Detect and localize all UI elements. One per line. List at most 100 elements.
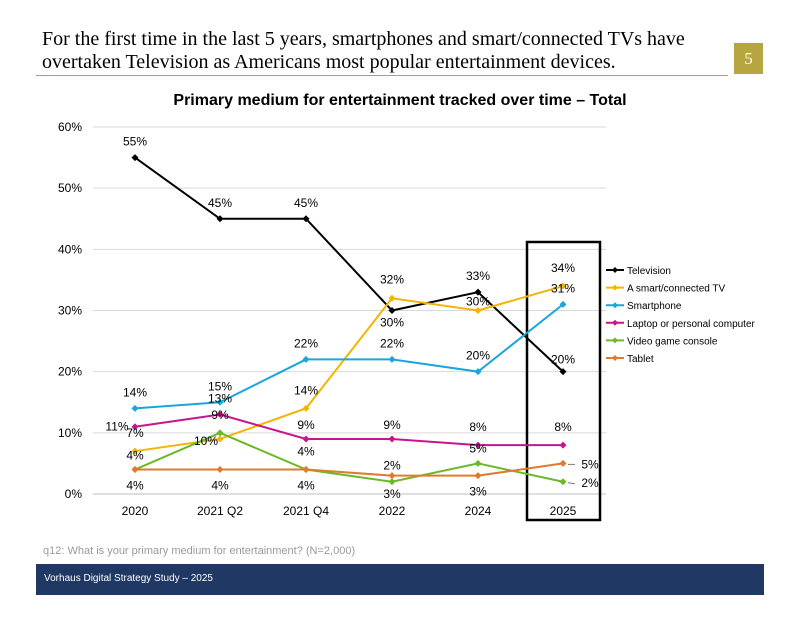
data-label: 4%	[297, 445, 315, 459]
legend-label: Television	[627, 266, 671, 277]
series-line	[135, 462, 564, 477]
y-tick-label: 30%	[58, 304, 82, 318]
headline-line-1: For the first time in the last 5 years, …	[42, 28, 685, 50]
page-number-badge: 5	[734, 43, 763, 74]
data-point	[302, 215, 310, 223]
legend-swatch-marker	[612, 302, 618, 309]
data-label: 7%	[126, 426, 144, 440]
data-label: 15%	[208, 379, 232, 393]
data-point	[388, 294, 396, 302]
legend-swatch-marker	[612, 267, 618, 273]
survey-footnote: q12: What is your primary medium for ent…	[43, 545, 356, 557]
legend-swatch-marker	[612, 355, 618, 361]
data-point	[216, 398, 224, 406]
data-point	[131, 404, 139, 412]
y-tick-label: 60%	[58, 120, 82, 134]
data-point	[559, 282, 567, 290]
data-label: 4%	[126, 479, 144, 493]
data-label: 11%	[105, 420, 128, 434]
data-point	[216, 215, 224, 223]
highlight-box-2025	[525, 240, 602, 522]
y-tick-label: 40%	[58, 242, 82, 256]
x-tick-label: 2021 Q2	[197, 504, 243, 518]
legend-label: Laptop or personal computer	[627, 319, 756, 330]
legend-label: Smartphone	[627, 301, 682, 312]
chart-title: Primary medium for entertainment tracked…	[173, 92, 627, 109]
footer-band: Vorhaus Digital Strategy Study – 2025	[36, 564, 764, 595]
legend-label: Video game console	[627, 336, 718, 347]
series-line	[134, 285, 564, 453]
data-point	[302, 466, 310, 474]
data-label: 10%	[194, 434, 218, 448]
data-label: 9%	[383, 418, 401, 432]
data-point	[131, 423, 139, 431]
data-point	[216, 429, 224, 437]
data-label: 45%	[208, 196, 232, 210]
data-label: 9%	[211, 408, 229, 422]
data-label: 22%	[380, 336, 404, 350]
data-point	[559, 300, 567, 308]
legend-label: A smart/connected TV	[627, 284, 726, 295]
data-label: 3%	[383, 487, 401, 501]
data-point	[388, 307, 396, 314]
data-point	[474, 441, 482, 449]
x-tick-label: 2025	[550, 504, 577, 518]
data-label: 34%	[551, 261, 575, 275]
data-label: 2%	[383, 459, 401, 473]
data-label: 45%	[294, 196, 318, 210]
data-point	[216, 435, 224, 443]
label-leader-line	[567, 482, 576, 485]
headline-line-2: overtaken Television as Americans most p…	[42, 51, 616, 73]
y-tick-label: 10%	[58, 426, 82, 440]
data-label: 30%	[466, 295, 490, 309]
series-line	[134, 303, 564, 410]
series-line	[134, 156, 564, 373]
series-line	[134, 431, 564, 483]
data-label: 5%	[581, 457, 599, 471]
data-label: 5%	[469, 441, 487, 455]
data-label: 32%	[380, 272, 404, 286]
data-label: 13%	[208, 391, 232, 405]
footer-text: Vorhaus Digital Strategy Study – 2025	[44, 573, 213, 584]
x-tick-label: 2020	[122, 504, 149, 518]
line-chart: 0% 10% 20% 30% 40% 50% 60% 2020 2021 Q2 2021 Q4 20…	[58, 120, 756, 522]
y-tick-label: 20%	[58, 365, 82, 379]
data-label: 30%	[380, 316, 404, 330]
data-label: 9%	[297, 418, 315, 432]
data-point	[131, 447, 139, 455]
data-point	[559, 459, 567, 467]
data-point	[131, 154, 139, 162]
data-label: 14%	[123, 385, 147, 399]
x-tick-label: 2024	[465, 504, 492, 518]
data-point	[302, 435, 310, 443]
legend-swatch-marker	[612, 284, 618, 291]
data-point	[216, 466, 224, 474]
data-point	[216, 410, 224, 418]
data-label: 33%	[466, 269, 490, 283]
data-point	[474, 288, 482, 296]
data-label: 8%	[469, 420, 487, 434]
data-point	[474, 307, 482, 314]
data-label: 22%	[294, 336, 318, 350]
data-label: 4%	[211, 479, 229, 493]
data-point	[474, 368, 482, 376]
data-label: 20%	[466, 349, 490, 363]
y-tick-label: 50%	[58, 181, 82, 195]
y-tick-label: 0%	[65, 487, 83, 501]
data-point	[302, 404, 310, 412]
data-label: 8%	[554, 420, 572, 434]
slide-headline: For the first time in the last 5 years, …	[42, 28, 722, 74]
data-label: 4%	[297, 479, 315, 493]
data-point	[474, 472, 482, 480]
data-label: 3%	[469, 485, 487, 499]
data-point	[388, 435, 396, 443]
x-tick-label: 2022	[379, 504, 406, 518]
x-tick-label: 2021 Q4	[283, 504, 329, 518]
data-label: 55%	[123, 135, 147, 149]
data-point	[559, 368, 567, 376]
data-point	[388, 355, 396, 363]
data-point	[388, 478, 396, 486]
data-point	[388, 472, 396, 480]
legend-swatch-marker	[612, 319, 618, 326]
headline-divider	[36, 75, 728, 76]
